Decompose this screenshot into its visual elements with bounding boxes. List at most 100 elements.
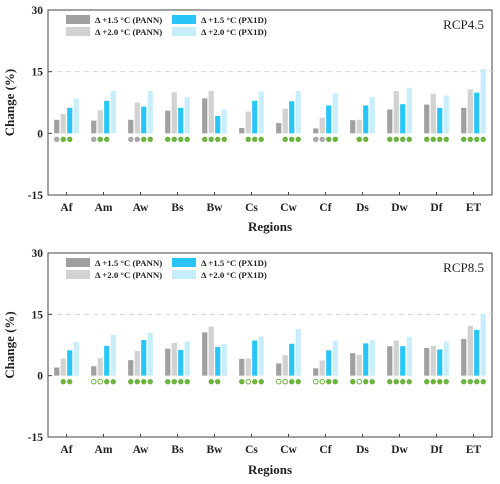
bar: [400, 104, 406, 134]
significance-marker: [289, 378, 295, 385]
x-tick-label: Am: [95, 444, 113, 456]
legend-swatch: [172, 27, 196, 36]
bar: [393, 340, 399, 376]
y-tick-label: -15: [28, 190, 44, 202]
significance-marker: [147, 136, 153, 143]
bar: [202, 332, 208, 376]
y-tick-label: 0: [37, 128, 43, 140]
bar: [215, 347, 221, 376]
significance-marker: [424, 136, 430, 143]
bar: [356, 119, 362, 134]
bar: [54, 367, 60, 376]
bar: [461, 338, 467, 376]
bar: [443, 95, 449, 134]
significance-marker: [480, 378, 486, 385]
significance-marker: [437, 136, 443, 143]
bar: [239, 127, 245, 134]
x-tick-label: Cf: [319, 202, 331, 214]
bar: [467, 325, 473, 376]
legend-swatch: [172, 258, 196, 267]
significance-marker: [313, 136, 319, 143]
bar: [128, 119, 134, 134]
y-tick-label: 15: [32, 309, 44, 321]
significance-marker: [165, 136, 171, 143]
significance-marker: [406, 378, 412, 385]
x-tick-label: Ds: [356, 202, 369, 214]
legend-swatch: [66, 27, 90, 36]
significance-marker: [147, 378, 153, 385]
significance-marker: [326, 136, 332, 143]
x-tick-label: Dw: [391, 202, 408, 214]
x-tick-label: Af: [60, 444, 72, 456]
bar: [363, 343, 369, 376]
bar: [110, 90, 116, 134]
bar: [295, 90, 301, 134]
bar: [104, 100, 110, 134]
bar: [252, 100, 258, 134]
bar: [134, 102, 140, 134]
x-tick-label: Af: [60, 202, 72, 214]
bar: [313, 128, 319, 134]
y-tick-label: -15: [28, 432, 44, 444]
bar: [480, 68, 486, 134]
significance-marker: [430, 378, 436, 385]
significance-marker: [443, 378, 449, 385]
significance-marker: [363, 136, 369, 143]
significance-marker: [221, 136, 227, 143]
bar: [245, 358, 251, 376]
bar: [424, 347, 430, 376]
x-tick-label: Bs: [171, 444, 184, 456]
significance-marker: [245, 378, 252, 385]
significance-marker: [393, 136, 399, 143]
significance-marker: [275, 378, 282, 385]
bar: [276, 363, 282, 376]
x-tick-label: Cw: [280, 444, 297, 456]
bar: [350, 353, 356, 376]
bar: [400, 346, 406, 376]
significance-marker: [67, 136, 73, 143]
bar: [295, 329, 301, 376]
bar: [134, 351, 140, 376]
bar: [282, 108, 288, 134]
legend-label: Δ +2.0 °C (PANN): [95, 27, 162, 37]
significance-marker: [406, 136, 412, 143]
significance-marker: [202, 136, 208, 143]
bar: [369, 96, 375, 134]
bar: [184, 97, 190, 134]
significance-marker: [165, 378, 171, 385]
legend-label: Δ +1.5 °C (PX1D): [201, 258, 267, 268]
significance-marker: [467, 378, 473, 385]
significance-marker: [128, 378, 134, 385]
legend-label: Δ +1.5 °C (PX1D): [201, 15, 267, 25]
bar: [147, 332, 153, 376]
significance-marker: [332, 136, 338, 143]
bar: [350, 120, 356, 134]
significance-marker: [184, 136, 190, 143]
x-tick-label: Cs: [245, 444, 258, 456]
bar: [60, 114, 66, 134]
bar: [128, 360, 134, 376]
significance-marker: [215, 378, 221, 385]
significance-marker: [387, 378, 393, 385]
bar: [147, 90, 153, 134]
bar: [319, 360, 325, 376]
significance-marker: [104, 378, 110, 385]
significance-marker: [54, 136, 60, 143]
significance-marker: [363, 378, 369, 385]
legend-swatch: [172, 15, 196, 24]
bar: [326, 350, 332, 376]
bar: [437, 349, 443, 376]
significance-marker: [128, 136, 134, 143]
significance-marker: [258, 136, 264, 143]
bar: [282, 355, 288, 376]
x-tick-label: ET: [466, 202, 482, 214]
legend-label: Δ +2.0 °C (PX1D): [201, 270, 267, 280]
significance-marker: [258, 378, 264, 385]
significance-marker: [319, 136, 325, 143]
chart-panel-rcp45: -15 0 15 30 Change (%) Af Am Aw Bs Bw Cs Cw Cf Ds Dw Df…: [2, 5, 493, 234]
bar: [467, 89, 473, 134]
bar: [141, 340, 147, 376]
bar: [356, 354, 362, 376]
y-tick-label: 30: [32, 5, 44, 17]
